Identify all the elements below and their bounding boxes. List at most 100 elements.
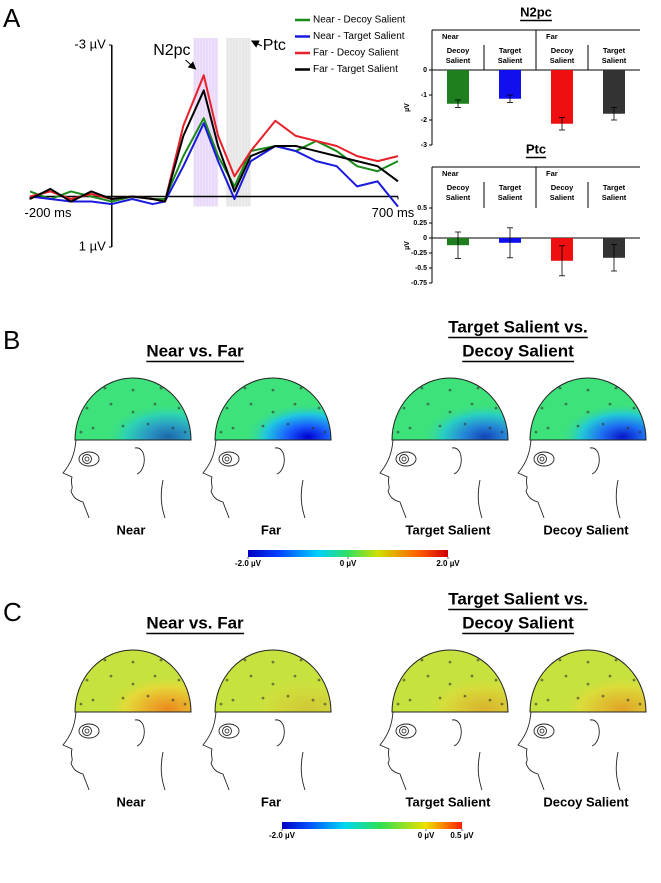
y-tick-label: 1 µV	[79, 238, 106, 253]
panel-title: Target Salient vs.	[448, 589, 588, 608]
error-bar	[611, 244, 617, 272]
eye	[395, 723, 417, 739]
eye	[395, 451, 417, 467]
eye	[84, 728, 90, 734]
category-label: Target Salient	[497, 183, 523, 202]
topo-map	[529, 649, 647, 713]
error-bar	[507, 227, 513, 259]
arrow	[185, 59, 197, 70]
map-label: Decoy Salient	[543, 522, 629, 537]
head-outline	[62, 439, 166, 519]
head-outline	[202, 439, 306, 519]
bar	[447, 70, 469, 104]
head-outline	[379, 439, 483, 519]
panel-title: Near vs. Far	[146, 613, 244, 632]
map-label: Near	[117, 522, 146, 537]
bar	[603, 70, 625, 114]
y-tick-label: -1	[421, 92, 427, 99]
bar	[499, 70, 521, 99]
category-label: Decoy Salient	[549, 46, 575, 65]
topo-map	[391, 649, 509, 713]
group-label: Far	[546, 169, 558, 178]
topo-map	[74, 649, 192, 713]
x-tick-label: -200 ms	[25, 205, 72, 220]
y-tick-label: 0	[423, 67, 427, 74]
colorbar-label: 2.0 µV	[436, 559, 460, 568]
eye	[401, 456, 407, 462]
erp-line	[29, 117, 399, 203]
arrow	[250, 40, 263, 48]
category-label: Decoy Salient	[549, 183, 575, 202]
bar	[551, 70, 573, 124]
bar-title: N2pc	[520, 4, 552, 19]
legend-label: Near - Decoy Salient	[313, 15, 405, 26]
y-tick-label: -0.75	[411, 280, 427, 287]
window-label: Ptc	[263, 37, 286, 54]
head-outline	[202, 711, 306, 791]
eye	[537, 726, 547, 736]
map-label: Target Salient	[405, 794, 491, 809]
eye	[82, 454, 92, 464]
eye	[399, 726, 409, 736]
eye	[218, 723, 240, 739]
error-bar	[559, 117, 565, 131]
topo-map	[214, 649, 332, 713]
x-tick-label: 700 ms	[372, 205, 415, 220]
map-label: Near	[117, 794, 146, 809]
eye	[539, 456, 545, 462]
error-bar	[507, 94, 513, 103]
window-label: N2pc	[153, 42, 190, 59]
map-label: Target Salient	[405, 522, 491, 537]
eye	[224, 456, 230, 462]
category-label: Decoy Salient	[445, 183, 471, 202]
eye	[533, 723, 555, 739]
eye	[224, 728, 230, 734]
error-bar	[559, 245, 565, 277]
erp-line	[29, 74, 399, 203]
category-label: Target Salient	[601, 183, 627, 202]
topo-map	[214, 377, 332, 441]
legend-label: Far - Decoy Salient	[313, 48, 399, 59]
colorbar	[282, 822, 462, 829]
category-label: Target Salient	[497, 46, 523, 65]
topo-map	[391, 377, 509, 441]
legend-label: Far - Target Salient	[313, 64, 398, 75]
category-label: Decoy Salient	[445, 46, 471, 65]
panel-label: B	[3, 325, 20, 355]
colorbar-label: -2.0 µV	[235, 559, 262, 568]
y-tick-label: 0	[423, 235, 427, 242]
panel-title: Decoy Salient	[462, 341, 574, 360]
eye	[82, 726, 92, 736]
group-label: Near	[442, 32, 459, 41]
error-bar	[455, 231, 461, 259]
category-label: Target Salient	[601, 46, 627, 65]
head-outline	[517, 711, 621, 791]
eye	[399, 454, 409, 464]
y-tick-label: 0.5	[417, 205, 427, 212]
colorbar-label: -2.0 µV	[269, 831, 296, 840]
y-axis-label: µV	[404, 103, 411, 112]
panel-label: A	[3, 3, 21, 33]
map-label: Far	[261, 794, 281, 809]
eye	[84, 456, 90, 462]
eye	[533, 451, 555, 467]
eye	[222, 454, 232, 464]
erp-line	[29, 89, 399, 203]
eye	[78, 451, 100, 467]
eye	[539, 728, 545, 734]
head-outline	[379, 711, 483, 791]
bar-title: Ptc	[526, 141, 546, 156]
colorbar	[248, 550, 448, 557]
group-label: Far	[546, 32, 558, 41]
group-label: Near	[442, 169, 459, 178]
error-bar	[455, 99, 461, 108]
legend-label: Near - Target Salient	[313, 31, 405, 42]
y-tick-label: -0.5	[415, 265, 427, 272]
head-outline	[62, 711, 166, 791]
y-tick-label: -0.25	[411, 250, 427, 257]
topo-map	[74, 377, 192, 441]
y-tick-label: -3	[421, 142, 427, 149]
error-bar	[611, 107, 617, 121]
panel-title: Target Salient vs.	[448, 317, 588, 336]
